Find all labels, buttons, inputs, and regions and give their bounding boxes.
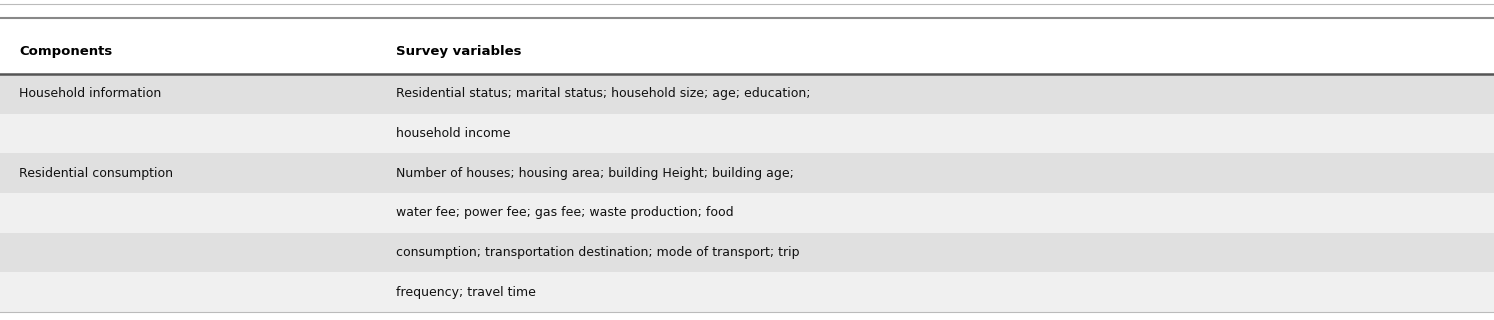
Text: Survey variables: Survey variables [396, 45, 521, 59]
FancyBboxPatch shape [0, 153, 1494, 193]
FancyBboxPatch shape [0, 193, 1494, 233]
FancyBboxPatch shape [0, 272, 1494, 312]
FancyBboxPatch shape [0, 233, 1494, 272]
FancyBboxPatch shape [0, 74, 1494, 114]
Text: Residential consumption: Residential consumption [19, 167, 173, 180]
Text: Residential status; marital status; household size; age; education;: Residential status; marital status; hous… [396, 87, 810, 100]
FancyBboxPatch shape [0, 114, 1494, 153]
Text: household income: household income [396, 127, 511, 140]
Text: consumption; transportation destination; mode of transport; trip: consumption; transportation destination;… [396, 246, 799, 259]
Text: Number of houses; housing area; building Height; building age;: Number of houses; housing area; building… [396, 167, 793, 180]
Text: Household information: Household information [19, 87, 161, 100]
Text: water fee; power fee; gas fee; waste production; food: water fee; power fee; gas fee; waste pro… [396, 206, 734, 219]
Text: Components: Components [19, 45, 112, 59]
Text: frequency; travel time: frequency; travel time [396, 286, 536, 299]
